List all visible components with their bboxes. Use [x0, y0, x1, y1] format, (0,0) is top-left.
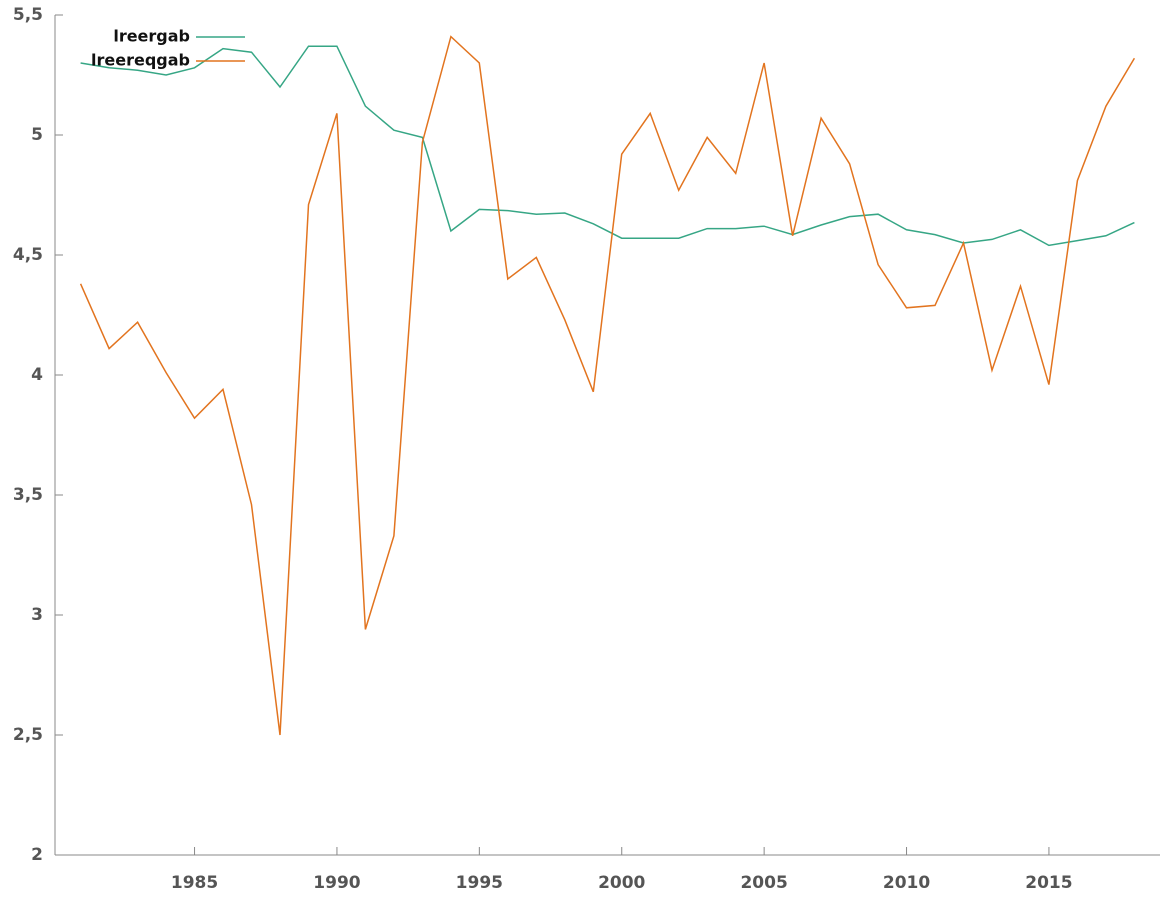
- y-tick-label: 5: [31, 125, 43, 145]
- x-tick-label: 2000: [598, 873, 645, 893]
- x-tick-label: 1995: [456, 873, 503, 893]
- x-tick-label: 1990: [313, 873, 360, 893]
- y-tick-label: 2,5: [13, 725, 43, 745]
- y-tick-label: 4,5: [13, 245, 43, 265]
- y-tick-label: 2: [31, 845, 43, 865]
- x-tick-label: 2010: [883, 873, 930, 893]
- series-line: [80, 45, 1135, 247]
- y-tick-label: 4: [31, 365, 43, 385]
- x-tick-label: 2005: [740, 873, 787, 893]
- x-tick-label: 2015: [1025, 873, 1072, 893]
- y-tick-label: 3,5: [13, 485, 43, 505]
- legend-label: lreereqgab: [91, 51, 190, 70]
- x-tick-label: 1985: [171, 873, 218, 893]
- y-tick-label: 3: [31, 605, 43, 625]
- legend-label: lreergab: [113, 27, 190, 46]
- y-tick-label: 5,5: [13, 5, 43, 25]
- series-line: [79, 35, 1136, 736]
